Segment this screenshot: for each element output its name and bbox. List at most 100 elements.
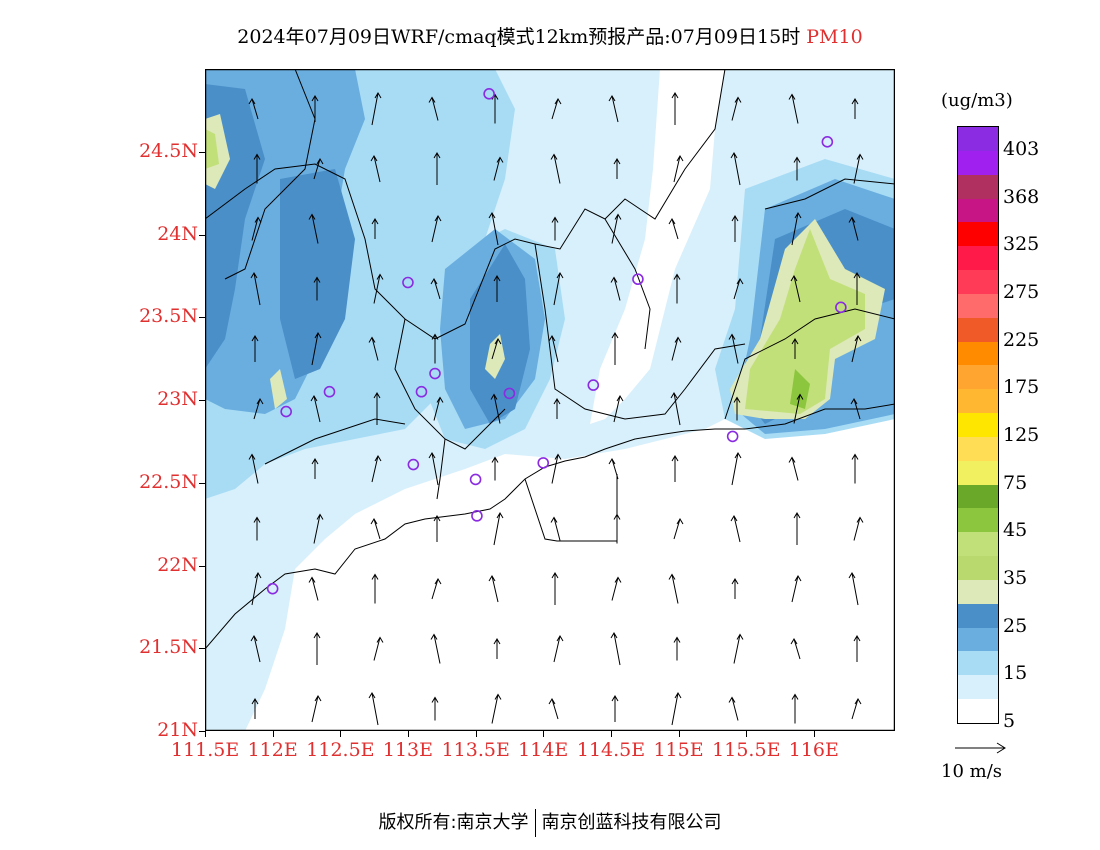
colorbar-label: 325: [1003, 233, 1040, 256]
lon-tick-mark: [475, 731, 477, 737]
colorbar-segment: [958, 270, 998, 295]
title-pollutant: PM10: [806, 26, 863, 48]
lon-tick-mark: [272, 731, 274, 737]
wind-arrow: [728, 696, 739, 721]
wind-arrow: [308, 576, 319, 601]
wind-arrow: [251, 335, 259, 362]
wind-arrow: [793, 512, 801, 545]
wind-arrow: [673, 636, 681, 661]
wind-arrow: [551, 572, 559, 605]
colorbar-label: 368: [1003, 185, 1040, 208]
wind-arrow: [493, 275, 501, 302]
wind-arrow: [730, 152, 741, 186]
wind-arrow: [733, 396, 741, 421]
wind-arrow: [313, 513, 324, 544]
colorbar-segment: [958, 127, 998, 152]
lon-tick-label: 112.5E: [306, 739, 375, 761]
wind-arrow: [668, 573, 679, 604]
lat-tick-label: 22N: [157, 553, 198, 576]
wind-arrow: [430, 633, 441, 664]
county-boundary-5: [724, 308, 895, 420]
wind-arrow: [611, 576, 622, 601]
colorbar-segment: [958, 246, 998, 271]
wind-arrow: [433, 152, 441, 185]
wind-arrow: [673, 518, 684, 540]
map-frame: [205, 69, 895, 731]
wind-arrow: [368, 336, 379, 361]
lat-tick-label: 24.5N: [139, 139, 198, 162]
colorbar-segment: [958, 389, 998, 414]
station-marker: [587, 379, 600, 391]
colorbar-label: 15: [1003, 662, 1028, 685]
colorbar-segment: [958, 579, 998, 605]
wind-arrow: [371, 573, 379, 604]
colorbar-segment: [958, 150, 998, 176]
wind-arrow: [848, 216, 859, 241]
wind-arrow: [550, 153, 561, 184]
colorbar-label: 75: [1003, 471, 1028, 494]
wind-arrow: [313, 158, 324, 180]
wind-arrow: [791, 575, 802, 603]
wind-arrow: [373, 636, 384, 661]
wind-arrow: [673, 273, 681, 304]
wind-arrow: [733, 278, 744, 300]
colorbar-segment: [958, 651, 998, 676]
county-boundary-6: [264, 418, 406, 465]
wind-arrow: [791, 693, 799, 724]
colorbar-segment: [958, 365, 998, 390]
wind-arrow: [370, 518, 381, 540]
lon-tick-mark: [543, 731, 545, 737]
wind-arrow: [853, 516, 864, 541]
wind-vectors: [248, 92, 864, 726]
wind-arrow: [668, 218, 679, 240]
colorbar-segment: [958, 508, 998, 533]
colorbar-label: 275: [1003, 280, 1040, 303]
wind-arrow: [731, 452, 742, 486]
wind-arrow: [551, 216, 559, 241]
wind-arrow: [671, 455, 679, 482]
wind-arrow: [370, 155, 381, 183]
wind-arrow: [790, 275, 801, 303]
colorbar-segment: [958, 198, 998, 223]
lat-tick-mark: [199, 648, 205, 650]
concentration-band-30d: [270, 369, 287, 409]
wind-arrow: [551, 98, 562, 120]
colorbar-segment: [958, 413, 998, 438]
lat-tick-mark: [199, 151, 205, 153]
lat-tick-mark: [199, 234, 205, 236]
monitoring-stations: [266, 88, 847, 595]
lon-tick-label: 114.5E: [576, 739, 646, 761]
wind-arrow: [311, 695, 322, 723]
wind-reference-arrow: [955, 742, 1006, 754]
county-boundary-1: [224, 69, 316, 280]
wind-arrow: [433, 515, 441, 542]
wind-arrow: [431, 333, 439, 364]
station-marker: [471, 510, 483, 522]
wind-arrow: [313, 276, 321, 301]
colorbar: [957, 126, 999, 724]
wind-arrow: [251, 572, 262, 606]
concentration-band-30c: [485, 334, 505, 379]
wind-arrow: [548, 698, 559, 720]
wind-arrow: [791, 338, 799, 359]
colorbar-segment: [958, 603, 998, 629]
station-marker: [280, 405, 292, 418]
wind-arrow: [373, 392, 381, 425]
wind-arrow: [793, 393, 804, 424]
wind-arrow: [308, 213, 319, 244]
lon-tick-label: 114E: [518, 739, 569, 761]
lon-tick-mark: [205, 731, 206, 737]
wind-arrow: [611, 332, 619, 365]
wind-arrow: [431, 578, 442, 600]
colorbar-label: 175: [1003, 376, 1040, 399]
lat-tick-label: 22.5N: [139, 470, 198, 493]
wind-arrow: [251, 216, 262, 241]
colorbar-segment: [958, 484, 998, 509]
station-marker: [429, 367, 441, 380]
colorbar-label: 25: [1003, 614, 1028, 637]
wind-arrow: [493, 638, 501, 659]
lon-tick-label: 116E: [788, 739, 839, 761]
wind-arrow: [613, 395, 624, 423]
colorbar-segment: [958, 460, 998, 486]
station-marker: [469, 473, 482, 486]
